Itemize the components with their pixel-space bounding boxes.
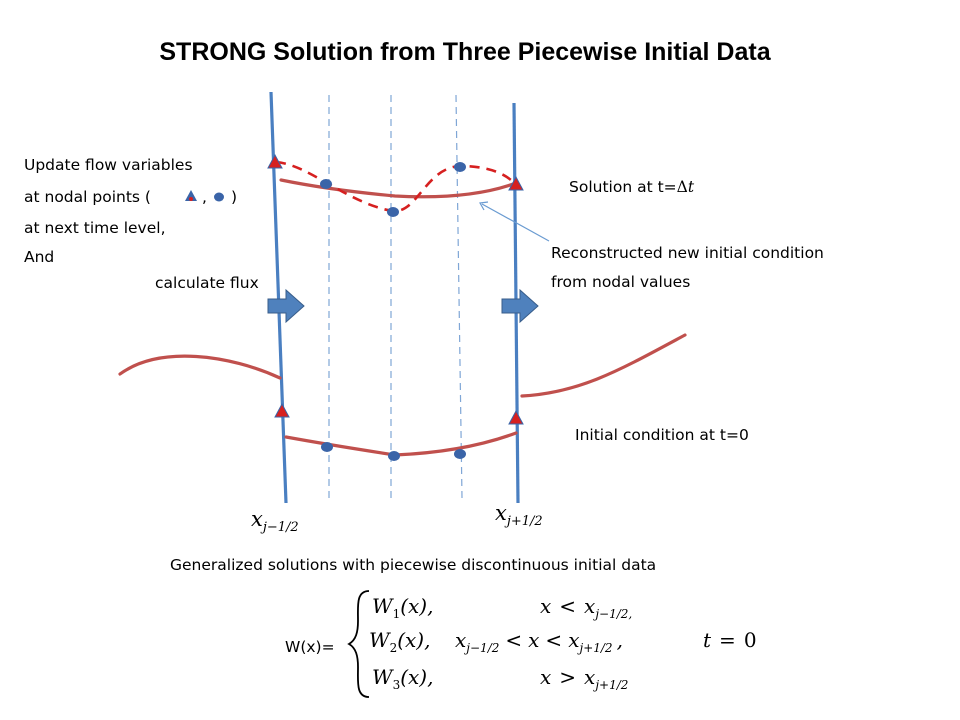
equation-row-3-cond: x > xj+1/2 <box>540 665 628 692</box>
row2-cond-x: x <box>528 628 539 652</box>
left-note-line-4: And <box>24 248 54 266</box>
left-note-line-2b: ) <box>231 188 237 206</box>
row2-t-var: t <box>703 628 712 652</box>
row3-cond-op: > <box>559 665 576 689</box>
interface-left-x: x <box>251 507 263 531</box>
solution-label-prefix: Solution at t= <box>569 178 677 196</box>
reconstructed-label-line-1: Reconstructed new initial condition <box>551 244 824 262</box>
row1-cond-x: x <box>540 594 551 618</box>
row2-func-sub: 2 <box>390 641 398 655</box>
interface-label-left: xj−1/2 <box>251 507 299 535</box>
equation-lhs: W(x)= <box>285 638 335 656</box>
solution-label: Solution at t=Δt <box>569 178 695 196</box>
initial-curve-center-cell <box>284 431 518 457</box>
red-dot-legend-icon <box>189 197 193 201</box>
row3-func-arg: (x), <box>400 665 433 689</box>
equation-row-3-func: W3(x), <box>372 665 433 692</box>
red-triangle-node-icon <box>508 175 524 191</box>
row1-cond-rhs-x: x <box>584 594 595 618</box>
blue-circle-legend-icon <box>214 192 224 202</box>
equation-brace <box>347 590 370 698</box>
solution-label-t: t <box>688 178 695 196</box>
left-note-line-3: at next time level, <box>24 219 166 237</box>
red-triangle-node-icon <box>508 409 524 425</box>
row3-cond-rhs-sub: j+1/2 <box>592 678 628 692</box>
row1-func-sub: 1 <box>393 607 401 621</box>
row2-cond-comma: , <box>617 628 623 652</box>
row2-t-eq: = <box>719 628 736 652</box>
interface-right-x: x <box>495 501 507 525</box>
row2-cond-op1: < <box>505 628 522 652</box>
row1-func-arg: (x), <box>400 594 433 618</box>
pointer-arrowhead-icon <box>479 201 489 211</box>
blue-triangle-legend-icon <box>185 190 197 201</box>
red-triangle-node-icon <box>267 153 283 169</box>
initial-curve-right-cell <box>520 333 687 398</box>
cell-dash-line-3 <box>455 94 463 499</box>
left-note-line-1: Update flow variables <box>24 156 193 174</box>
left-note-separator: , <box>202 188 207 206</box>
blue-circle-node-icon <box>454 162 466 172</box>
left-note-line-2a: at nodal points ( <box>24 188 151 206</box>
flux-label: calculate flux <box>155 274 259 292</box>
interface-left-sub: j−1/2 <box>260 520 299 535</box>
interface-label-right: xj+1/2 <box>495 501 543 529</box>
row2-cond-op2: < <box>545 628 562 652</box>
blue-circle-node-icon <box>320 179 332 189</box>
equation-row-1-cond: x < xj−1/2, <box>540 594 632 621</box>
solution-curve-dt <box>279 178 518 199</box>
slide-title: STRONG Solution from Three Piecewise Ini… <box>159 38 771 66</box>
blue-circle-node-icon <box>388 451 400 461</box>
equation-row-2-func: W2(x), <box>369 628 430 655</box>
right-arrow-icon <box>267 288 305 324</box>
row2-cond-x1: x <box>455 628 466 652</box>
reconstructed-label-line-2: from nodal values <box>551 273 690 291</box>
row2-cond-sub1: j−1/2 <box>463 641 499 655</box>
row2-cond-sub2: j+1/2 <box>576 641 612 655</box>
right-arrow-icon <box>501 288 539 324</box>
row3-func-sub: 3 <box>393 678 401 692</box>
equation-row-2-cond: xj−1/2 < x < xj+1/2, <box>455 628 623 655</box>
equation-time: t = 0 <box>703 628 757 652</box>
blue-circle-node-icon <box>454 449 466 459</box>
interface-right-sub: j+1/2 <box>504 514 543 529</box>
initial-curve-left-cell <box>118 354 282 380</box>
caption: Generalized solutions with piecewise dis… <box>170 556 656 574</box>
blue-circle-node-icon <box>387 207 399 217</box>
solution-label-delta: Δ <box>677 178 688 196</box>
row3-cond-x: x <box>540 665 551 689</box>
row1-func-W: W <box>372 594 394 618</box>
pointer-line <box>481 203 550 242</box>
row1-cond-op: < <box>559 594 576 618</box>
interface-line-left <box>269 91 288 504</box>
row1-cond-rhs-sub: j−1/2, <box>592 607 632 621</box>
row2-t-val: 0 <box>744 628 757 652</box>
row2-func-W: W <box>369 628 391 652</box>
row3-func-W: W <box>372 665 394 689</box>
initial-condition-label: Initial condition at t=0 <box>575 426 749 444</box>
equation-row-1-func: W1(x), <box>372 594 433 621</box>
row3-cond-rhs-x: x <box>584 665 595 689</box>
row2-func-arg: (x), <box>397 628 430 652</box>
row2-cond-x2: x <box>568 628 579 652</box>
red-triangle-node-icon <box>274 402 290 418</box>
blue-circle-node-icon <box>321 442 333 452</box>
